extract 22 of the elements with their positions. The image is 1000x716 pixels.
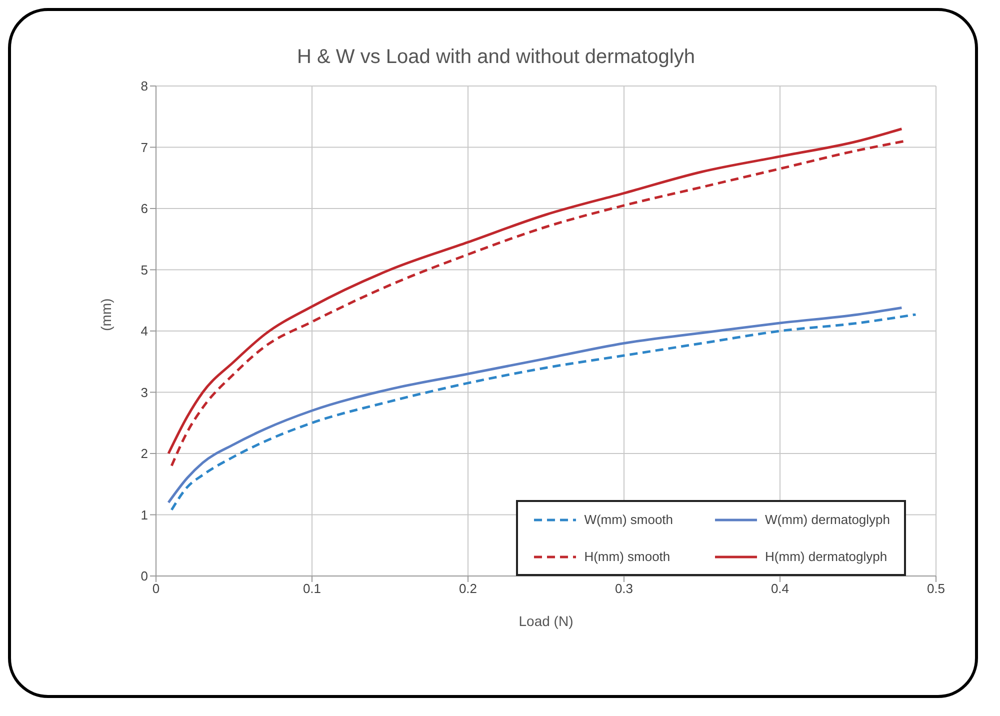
y-tick-label: 1 bbox=[140, 507, 148, 522]
y-tick-label: 6 bbox=[140, 201, 148, 216]
x-tick-label: 0.5 bbox=[926, 581, 946, 596]
y-tick-label: 3 bbox=[140, 384, 148, 400]
y-tick-label: 0 bbox=[140, 568, 148, 584]
x-tick-label: 0.2 bbox=[458, 581, 478, 596]
legend-label: W(mm) smooth bbox=[584, 512, 674, 527]
x-tick-label: 0 bbox=[152, 581, 160, 596]
y-axis-title: (mm) bbox=[98, 298, 114, 331]
x-tick-label: 0.3 bbox=[614, 581, 634, 596]
y-tick-label: 7 bbox=[140, 140, 148, 155]
x-tick-label: 0.1 bbox=[302, 581, 322, 596]
y-tick-label: 8 bbox=[140, 78, 148, 94]
chart-title: H & W vs Load with and without dermatoglyh bbox=[296, 46, 696, 69]
y-tick-label: 4 bbox=[140, 324, 148, 339]
legend-label: H(mm) dermatoglyph bbox=[765, 549, 888, 564]
legend-label: W(mm) dermatoglyph bbox=[765, 512, 890, 527]
y-tick-label: 2 bbox=[140, 446, 148, 462]
legend-label: H(mm) smooth bbox=[584, 549, 670, 564]
y-tick-label: 5 bbox=[140, 262, 148, 278]
x-axis-title: Load (N) bbox=[518, 613, 574, 629]
x-tick-label: 0.4 bbox=[770, 581, 790, 596]
